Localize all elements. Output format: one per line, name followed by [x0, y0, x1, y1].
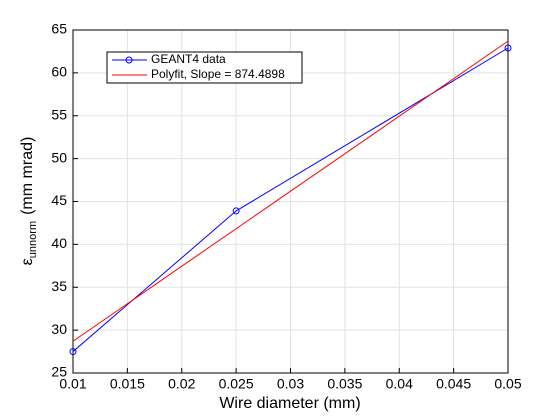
x-tick-label: 0.04	[386, 376, 413, 392]
y-tick-label: 55	[51, 106, 67, 122]
y-tick-label: 65	[51, 21, 67, 37]
y-tick-label: 35	[51, 278, 67, 294]
x-tick-label: 0.05	[494, 376, 521, 392]
data-point	[69, 348, 77, 356]
y-label-symbol: ε	[19, 258, 36, 265]
data-point	[232, 207, 240, 215]
y-tick-label: 45	[51, 192, 67, 208]
data-point	[504, 44, 512, 52]
legend-label: GEANT4 data	[151, 52, 226, 66]
y-label-unit: (mm mrad)	[19, 137, 36, 215]
y-tick-label: 30	[51, 321, 67, 337]
x-tick-label: 0.02	[168, 376, 195, 392]
y-axis-label: εunnorm (mm mrad)	[19, 137, 39, 266]
y-tick-label: 50	[51, 149, 67, 165]
x-tick-label: 0.045	[436, 376, 471, 392]
plot-frame	[72, 29, 509, 374]
legend-box	[106, 51, 303, 84]
x-tick-label: 0.01	[59, 376, 86, 392]
y-tick-label: 25	[51, 364, 67, 380]
x-tick-label: 0.03	[277, 376, 304, 392]
x-axis-label: Wire diameter (mm)	[219, 395, 360, 412]
x-tick-label: 0.015	[110, 376, 145, 392]
series-line	[72, 47, 509, 352]
y-label-subscript: unnorm	[27, 221, 39, 258]
series-line	[72, 40, 509, 342]
legend-label: Polyfit, Slope = 874.4898	[151, 67, 285, 81]
y-tick-label: 40	[51, 235, 67, 251]
y-tick-label: 60	[51, 64, 67, 80]
legend-marker	[125, 56, 133, 64]
x-tick-label: 0.025	[219, 376, 254, 392]
x-tick-label: 0.035	[327, 376, 362, 392]
